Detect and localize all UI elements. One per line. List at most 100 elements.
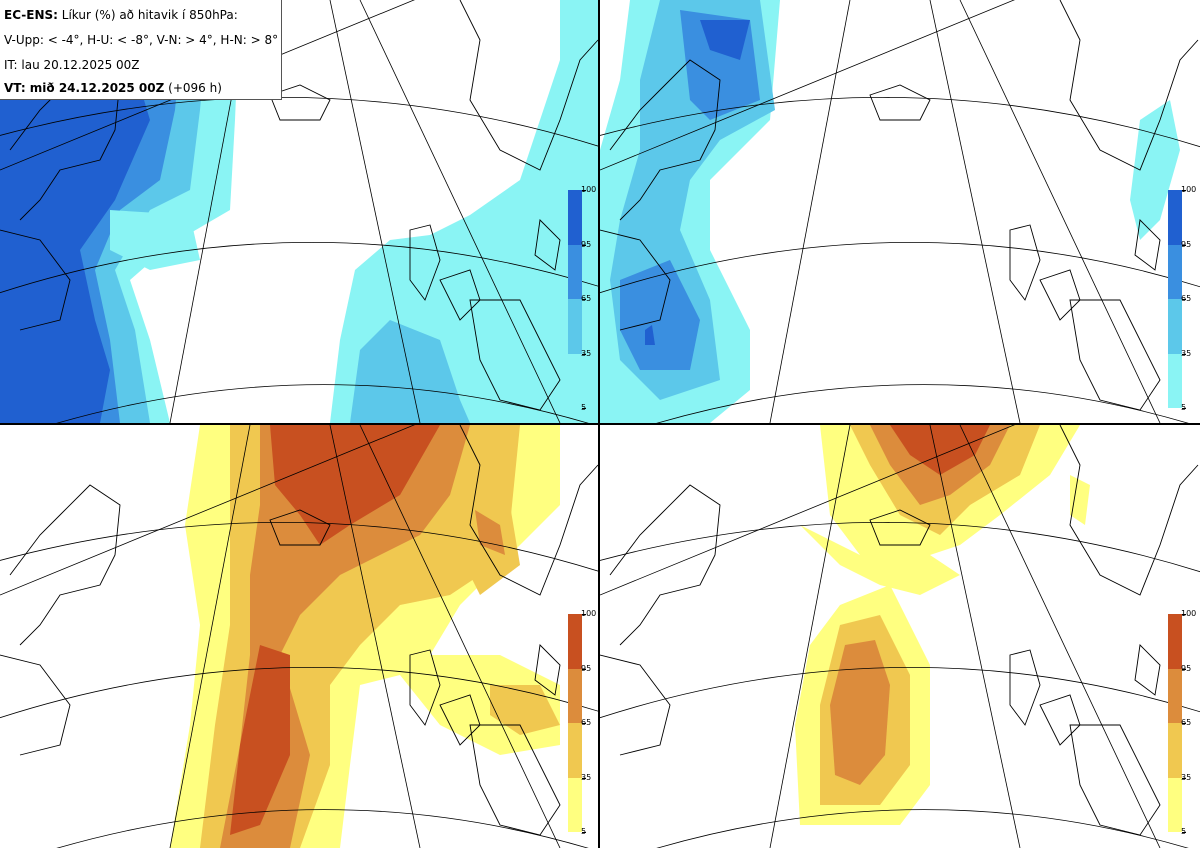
- probability-contour-level-1: [1130, 100, 1180, 240]
- map-svg: [0, 0, 598, 423]
- colorbar-tick: [1182, 353, 1186, 355]
- colorbar-tick: [582, 244, 586, 246]
- map-panel-lower-left: 100 95 65 35 5: [0, 425, 598, 848]
- forecast-lead: (+096 h): [168, 81, 222, 95]
- colorbar-tick: [1182, 190, 1186, 191]
- colorbar-label: 100: [1181, 185, 1197, 194]
- probability-contour-level-3: [830, 640, 890, 785]
- colorbar-tick: [1182, 614, 1186, 615]
- colorbar-label: 5: [581, 827, 587, 836]
- colorbar-label: 5: [1181, 827, 1187, 836]
- title-prefix: EC-ENS:: [4, 8, 58, 22]
- colorbar-tick: [1182, 244, 1186, 246]
- graticule: [0, 425, 598, 848]
- colorbar-tick: [582, 777, 586, 779]
- colorbar-label: 35: [581, 772, 592, 782]
- colorbar-label: 5: [1181, 403, 1187, 412]
- quadrant-description: V-Upp: < -4°, H-U: < -8°, V-N: > 4°, H-N…: [4, 33, 279, 47]
- map-panel-upper-left: 100 95 65 35 5: [0, 0, 598, 423]
- colorbar-label: 95: [1181, 239, 1192, 249]
- probability-field: [600, 0, 1180, 423]
- colorbar-label: 95: [581, 663, 592, 673]
- title-line: EC-ENS: Líkur (%) að hitavik í 850hPa:: [4, 8, 238, 22]
- map-svg: [600, 425, 1200, 848]
- colorbar-tick: [582, 353, 586, 355]
- probability-contour-level-4: [0, 20, 150, 423]
- colorbar-label: 65: [1181, 294, 1192, 303]
- panel-divider-horizontal: [0, 423, 1200, 425]
- coastline: [0, 425, 598, 836]
- colorbar-segment: [568, 614, 582, 669]
- colorbar-tick: [582, 190, 586, 191]
- probability-field: [170, 425, 560, 848]
- colorbar-label: 100: [581, 609, 597, 618]
- colorbar-segment: [1168, 190, 1182, 245]
- colorbar-segment: [1168, 353, 1182, 408]
- coastline: [600, 425, 1199, 836]
- probability-colorbar: 100 95 65 35 5: [568, 186, 596, 412]
- colorbar-segment: [1168, 668, 1182, 723]
- probability-contour-level-1: [800, 525, 960, 595]
- colorbar-segment: [1168, 614, 1182, 669]
- map-panel-lower-right: 100 95 65 35 5: [600, 425, 1200, 848]
- probability-contour-level-1: [330, 0, 598, 423]
- graticule: [600, 0, 1200, 423]
- colorbar-tick: [582, 614, 586, 615]
- probability-contour-level-2: [490, 685, 560, 735]
- title-text: Líkur (%) að hitavik í 850hPa:: [61, 8, 238, 22]
- colorbar-label: 100: [1181, 609, 1197, 618]
- colorbar-label: 65: [581, 718, 592, 727]
- map-svg: [0, 425, 598, 848]
- colorbar-tick: [1182, 777, 1186, 779]
- probability-field: [0, 0, 598, 423]
- colorbar-label: 35: [1181, 348, 1192, 358]
- colorbar-label: 100: [581, 185, 597, 194]
- colorbar-segment: [568, 299, 582, 354]
- colorbar-segment: [568, 244, 582, 299]
- probability-field: [795, 425, 1090, 825]
- colorbar-label: 5: [581, 403, 587, 412]
- probability-contour-level-4: [270, 425, 440, 545]
- colorbar-segment: [568, 353, 582, 408]
- colorbar-segment: [568, 190, 582, 245]
- coastline: [0, 0, 598, 411]
- colorbar-label: 95: [1181, 663, 1192, 673]
- colorbar-label: 35: [581, 348, 592, 358]
- colorbar-tick: [582, 832, 586, 833]
- colorbar-label: 95: [581, 239, 592, 249]
- colorbar-segment: [1168, 299, 1182, 354]
- colorbar-label: 65: [581, 294, 592, 303]
- colorbar-label: 65: [1181, 718, 1192, 727]
- probability-contour-level-3: [620, 260, 700, 370]
- map-svg: [600, 0, 1200, 423]
- probability-contour-level-4: [645, 325, 655, 345]
- map-panel-upper-right: 100 95 65 35 5: [600, 0, 1200, 423]
- coastline: [600, 0, 1199, 411]
- probability-colorbar: 100 95 65 35 5: [1168, 186, 1196, 412]
- valid-time: VT: mið 24.12.2025 00Z: [4, 81, 165, 95]
- probability-contour-level-4: [230, 645, 290, 835]
- valid-time-line: VT: mið 24.12.2025 00Z (+096 h): [4, 81, 222, 95]
- colorbar-tick: [1182, 723, 1186, 724]
- colorbar-tick: [582, 668, 586, 670]
- colorbar-segment: [1168, 723, 1182, 778]
- colorbar-tick: [1182, 668, 1186, 670]
- colorbar-label: 35: [1181, 772, 1192, 782]
- graticule: [600, 425, 1200, 848]
- colorbar-segment: [568, 668, 582, 723]
- colorbar-segment: [1168, 244, 1182, 299]
- colorbar-tick: [1182, 408, 1186, 409]
- colorbar-tick: [1182, 299, 1186, 300]
- probability-contour-level-1: [110, 210, 200, 270]
- colorbar-tick: [1182, 832, 1186, 833]
- colorbar-tick: [582, 723, 586, 724]
- probability-contour-level-1: [1070, 475, 1090, 525]
- init-time: IT: lau 20.12.2025 00Z: [4, 58, 140, 72]
- probability-contour-level-4: [890, 425, 990, 475]
- probability-contour-level-2: [350, 320, 470, 423]
- probability-colorbar: 100 95 65 35 5: [568, 610, 596, 836]
- colorbar-tick: [582, 408, 586, 409]
- colorbar-tick: [582, 299, 586, 300]
- header-legend-box: EC-ENS: Líkur (%) að hitavik í 850hPa: V…: [0, 0, 282, 100]
- colorbar-segment: [568, 777, 582, 832]
